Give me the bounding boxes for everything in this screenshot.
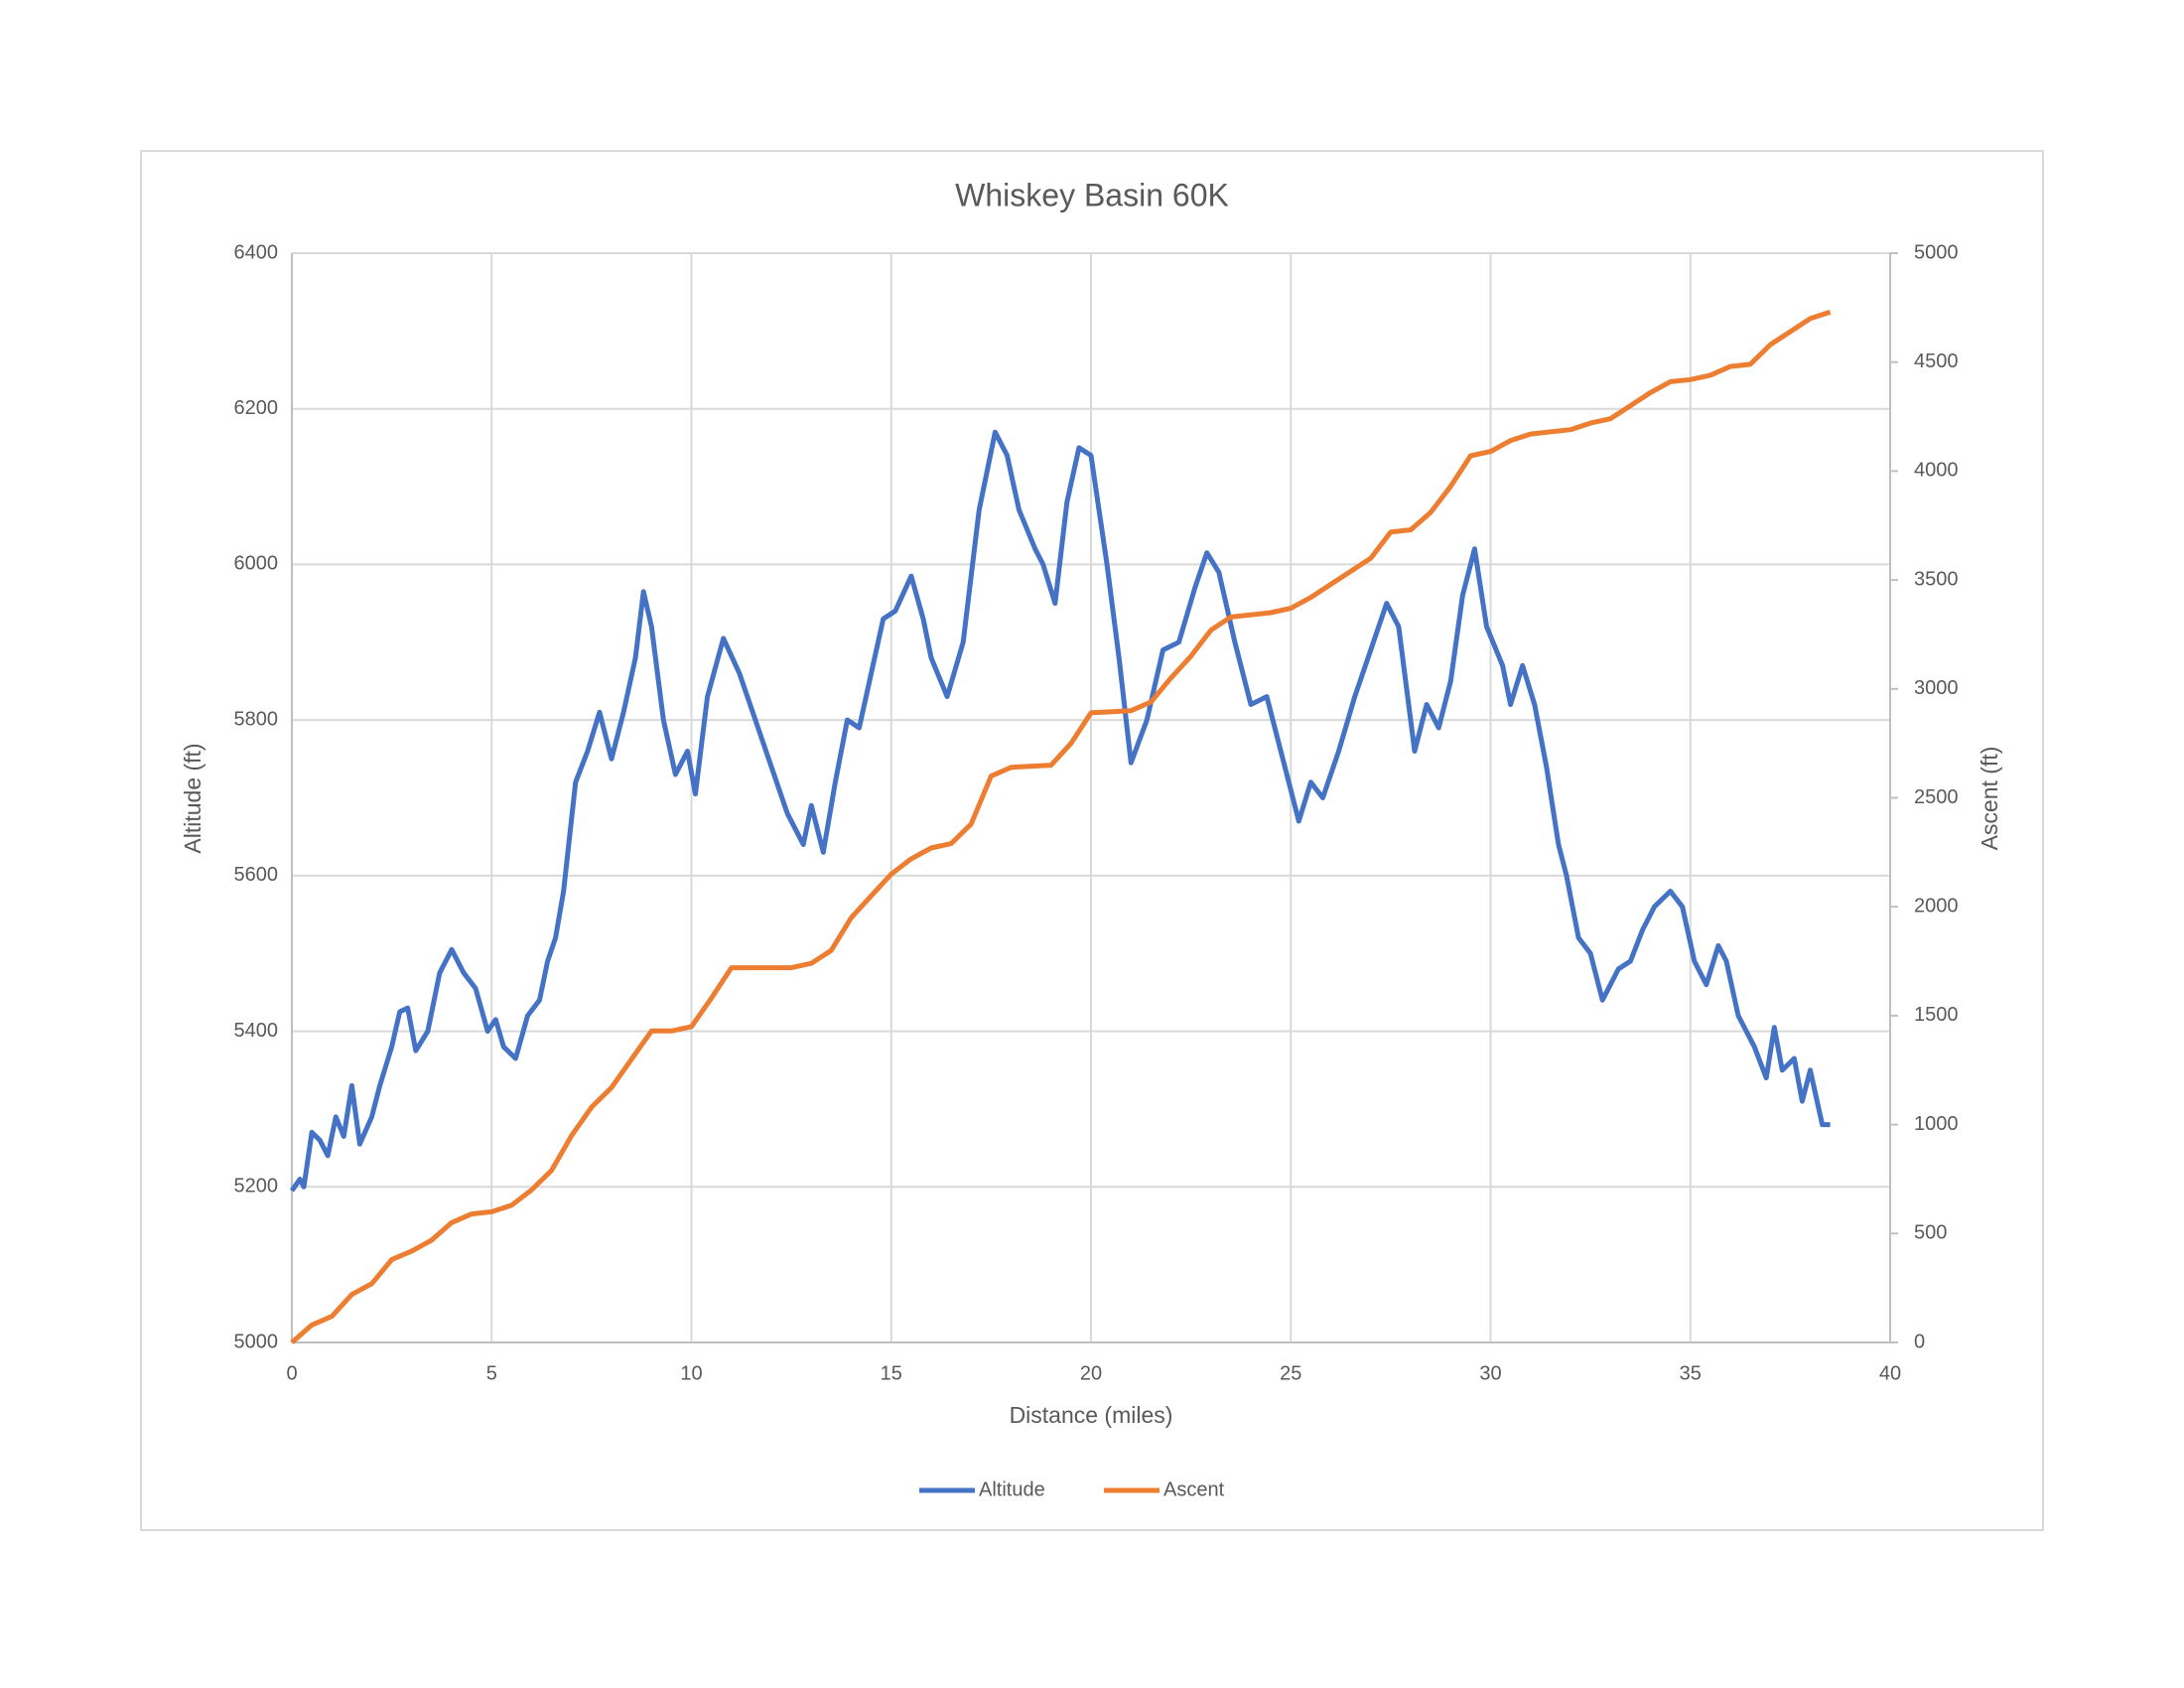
y-tick-label: 5800 [234, 708, 279, 730]
chart-title: Whiskey Basin 60K [955, 177, 1229, 212]
y2-tick-label: 0 [1914, 1331, 1925, 1352]
series-line [289, 429, 1831, 1193]
y-tick-label: 5200 [234, 1176, 279, 1197]
y-axis-title: Altitude (ft) [180, 743, 205, 853]
x-tick-label: 0 [286, 1362, 297, 1384]
y-tick-label: 5400 [234, 1020, 279, 1042]
x-tick-label: 15 [881, 1362, 902, 1384]
y2-tick-label: 1000 [1914, 1113, 1959, 1135]
y2-tick-label: 2000 [1914, 895, 1959, 916]
y-tick-label: 6000 [234, 553, 279, 575]
x-axis-title: Distance (miles) [1010, 1402, 1173, 1428]
y2-axis-title: Ascent (ft) [1977, 747, 2002, 851]
legend-label: Altitude [979, 1478, 1045, 1500]
x-tick-label: 10 [680, 1362, 702, 1384]
x-tick-label: 30 [1479, 1362, 1501, 1384]
y-tick-label: 6200 [234, 397, 279, 419]
y-tick-label: 6400 [234, 241, 279, 263]
y2-tick-label: 3500 [1914, 568, 1959, 590]
series-line [290, 309, 1832, 1344]
x-tick-label: 5 [486, 1362, 497, 1384]
x-tick-label: 20 [1080, 1362, 1102, 1384]
y2-tick-label: 4000 [1914, 460, 1959, 482]
x-tick-label: 25 [1280, 1362, 1301, 1384]
y2-tick-label: 500 [1914, 1222, 1947, 1244]
x-tick-label: 35 [1680, 1362, 1702, 1384]
y2-tick-label: 4500 [1914, 351, 1959, 372]
x-tick-label: 40 [1879, 1362, 1901, 1384]
y-tick-label: 5600 [234, 864, 279, 886]
y2-tick-label: 5000 [1914, 241, 1959, 263]
y2-tick-label: 3000 [1914, 677, 1959, 699]
y-tick-label: 5000 [234, 1331, 279, 1352]
legend-label: Ascent [1163, 1478, 1225, 1500]
y2-tick-label: 2500 [1914, 786, 1959, 808]
y2-tick-label: 1500 [1914, 1004, 1959, 1026]
